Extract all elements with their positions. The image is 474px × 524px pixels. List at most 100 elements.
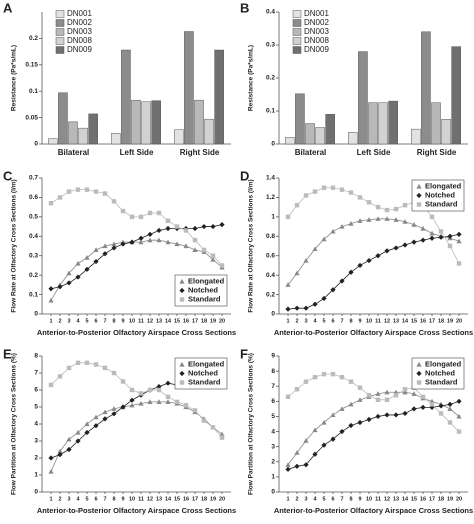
x-tick-label: 6 [331,496,334,502]
data-point [447,243,453,249]
data-point [93,247,99,252]
data-point [57,448,63,454]
data-point [48,455,54,461]
x-tick-label: 9 [121,496,124,502]
data-point [438,411,444,416]
data-point [420,225,426,231]
data-point [147,231,153,237]
legend-label: DN001 [304,9,329,18]
bar [325,114,335,145]
x-tick-label: 14 [402,318,409,324]
legend-swatch [55,46,65,54]
x-tick-label: 3 [304,496,307,502]
x-tick-label: 8 [112,318,115,324]
data-point [129,239,135,245]
legend-label: Notched [425,368,455,377]
data-point [75,429,81,435]
x-tick-label: 1 [286,318,289,324]
category-label: Right Side [417,148,457,157]
data-point [384,397,390,403]
data-point [66,280,72,286]
legend-marker [179,370,185,377]
x-tick-label: 17 [192,318,198,324]
data-point [447,406,453,411]
x-tick-label: 17 [429,496,435,502]
data-point [393,206,399,212]
data-point [420,404,426,410]
data-point [147,387,153,393]
legend-label: Notched [425,190,455,199]
x-tick-label: 20 [456,318,462,324]
y-tick-label: 4 [271,428,275,435]
y-tick-label: 5 [34,404,38,411]
x-tick-label: 13 [156,318,162,324]
data-point [321,419,327,425]
data-point [384,412,390,418]
x-tick-label: 19 [210,318,216,324]
data-point [120,379,126,384]
y-tick-label: 0.2 [266,75,275,82]
data-point [375,413,381,420]
y-tick-label: 0.4 [266,272,275,279]
y-tick-label: 0.5 [29,214,38,221]
data-point [294,463,300,469]
legend-label: Notched [188,368,218,377]
y-tick-label: 0.1 [29,88,38,95]
x-tick-label: 15 [411,318,417,324]
data-point [156,387,162,393]
x-tick-label: 4 [313,318,317,324]
data-point [285,462,291,467]
data-point [57,374,63,379]
data-point [393,412,399,418]
y-tick-label: 8 [34,353,38,360]
y-tick-label: 1.4 [266,175,275,182]
y-tick-label: 1 [271,474,275,481]
data-point [402,387,408,392]
bar [78,127,88,145]
data-point [375,253,381,259]
data-point [312,374,318,380]
data-point [66,189,72,194]
data-point [294,450,300,455]
data-point [375,204,381,210]
series-line [287,400,460,470]
data-point [75,274,81,280]
data-point [66,270,72,276]
data-point [303,257,309,263]
x-tick-label: 7 [340,496,343,502]
x-axis-title: Anterior-to-Posterior Olfactory Airspace… [274,328,473,337]
y-tick-label: 0 [34,141,38,148]
bar [58,92,68,145]
legend-marker [179,380,185,385]
data-point [411,406,417,412]
y-axis-title: Flow Partition at Olfactory Cross Sectio… [11,353,18,495]
data-point [48,382,54,388]
x-tick-label: 17 [429,318,435,324]
x-tick-label: 18 [201,496,207,502]
data-point [147,399,153,404]
legend-marker [416,370,422,377]
data-point [384,248,390,254]
panel-letter: F [240,346,248,361]
data-point [420,237,426,243]
data-point [357,195,363,200]
panel-letter: C [3,168,13,183]
data-point [384,207,390,213]
legend-label: Standard [188,377,221,386]
data-point [102,409,108,415]
category-label: Bilateral [58,148,90,157]
data-point [102,365,108,371]
legend-marker [416,183,422,189]
x-tick-label: 7 [103,496,106,502]
data-point [102,251,108,257]
panel-letter: D [240,168,249,183]
y-tick-label: 0.6 [29,194,38,201]
y-tick-label: 6 [34,387,38,394]
data-point [321,295,327,302]
data-point [66,436,72,442]
x-tick-label: 3 [67,318,70,324]
legend-label: DN003 [304,27,329,36]
data-point [375,216,381,221]
data-point [402,242,408,248]
x-tick-label: 20 [219,318,225,324]
